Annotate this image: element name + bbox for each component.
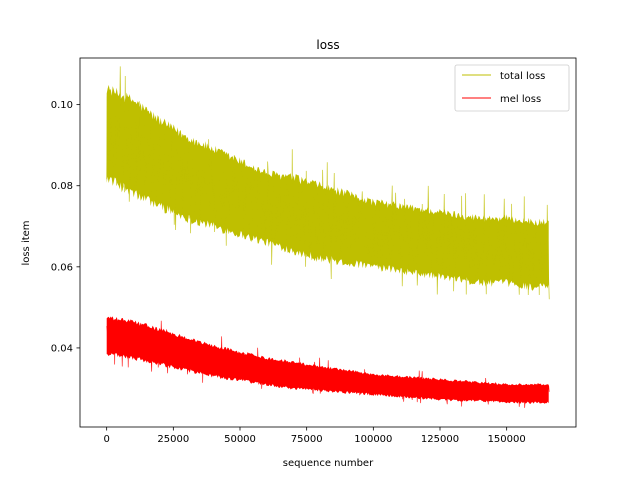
legend-box [454, 64, 570, 112]
y-axis-ticks: 0.04 0.06 0.08 0.10 [51, 100, 80, 354]
y-tick-label: 0.10 [51, 100, 73, 111]
y-tick-label: 0.04 [51, 343, 73, 354]
axes-frame [79, 57, 577, 428]
y-tick-label: 0.06 [51, 262, 73, 273]
x-tick-label: 75000 [291, 434, 323, 445]
y-tick-label: 0.08 [51, 181, 73, 192]
chart-title: loss [316, 38, 339, 52]
x-tick-label: 25000 [157, 434, 189, 445]
legend: total loss mel loss [454, 64, 570, 112]
legend-label-total-loss: total loss [500, 71, 545, 82]
legend-label-mel-loss: mel loss [500, 94, 541, 105]
x-tick-label: 50000 [224, 434, 256, 445]
x-tick-label: 0 [103, 434, 109, 445]
x-axis-label: sequence number [283, 458, 374, 469]
x-tick-label: 150000 [488, 434, 526, 445]
x-tick-label: 125000 [421, 434, 459, 445]
x-tick-label: 100000 [354, 434, 392, 445]
plot-area [79, 57, 577, 428]
series-layer [106, 66, 550, 408]
x-axis-ticks: 0 25000 50000 75000 100000 125000 150000 [103, 427, 526, 445]
y-axis-label: loss item [21, 220, 32, 265]
series-line-total-loss [106, 66, 550, 300]
series-line-mel-loss [106, 320, 550, 408]
